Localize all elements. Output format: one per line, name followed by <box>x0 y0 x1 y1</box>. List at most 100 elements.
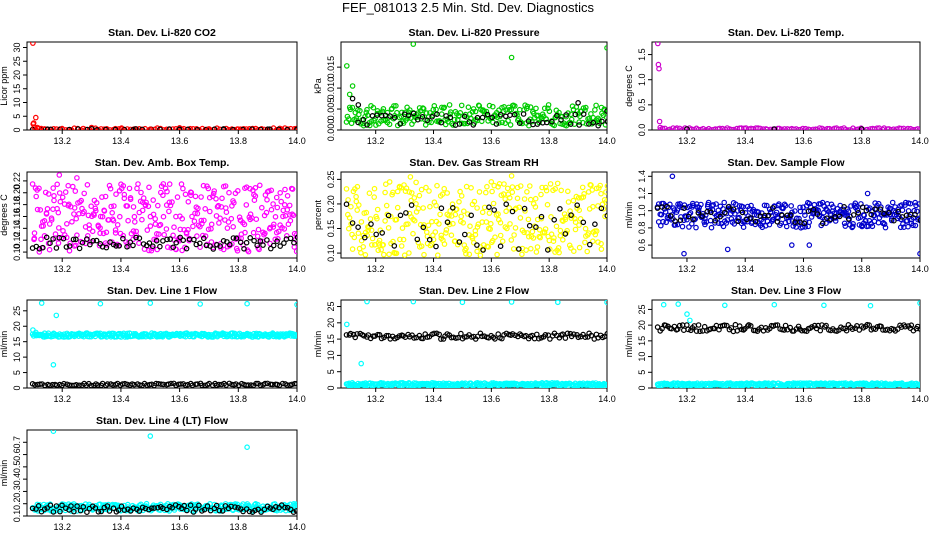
data-point <box>235 126 242 130</box>
band-point-secondary <box>805 208 812 215</box>
band-point-secondary <box>403 210 409 216</box>
band-point-secondary <box>57 126 63 130</box>
band-point-secondary <box>543 119 550 126</box>
band-point-secondary <box>391 243 398 249</box>
band-point-secondary <box>279 380 286 387</box>
band-point-secondary <box>387 113 393 119</box>
data-point <box>358 360 365 367</box>
band-point-secondary <box>166 126 173 130</box>
band-point <box>134 185 140 192</box>
band-point <box>215 202 222 209</box>
band-point <box>658 211 665 218</box>
band-point-secondary <box>233 381 239 387</box>
band-point-secondary <box>216 507 223 514</box>
band-point <box>374 206 381 213</box>
band-point-secondary <box>252 507 258 514</box>
band-point <box>881 221 888 227</box>
data-point <box>88 126 95 130</box>
panel-title: Stan. Dev. Li-820 Pressure <box>408 27 539 39</box>
band-point-secondary <box>604 212 607 219</box>
data-point <box>197 301 204 307</box>
band-point-secondary <box>917 326 920 332</box>
band-point <box>353 198 360 205</box>
band-point <box>185 199 192 205</box>
band-point <box>351 234 358 241</box>
band-point <box>246 126 253 130</box>
band-point <box>160 181 167 187</box>
band-point-secondary <box>438 119 445 126</box>
band-point <box>576 207 583 214</box>
band-point-secondary <box>37 381 43 388</box>
y-axis-label: degrees C <box>0 194 9 236</box>
band-point-secondary <box>207 243 213 249</box>
band-point <box>252 193 259 199</box>
band-point <box>533 105 539 112</box>
band-point-secondary <box>247 235 254 241</box>
band-point-secondary <box>164 236 170 243</box>
band-point-secondary <box>588 332 595 339</box>
band-point-secondary <box>516 120 523 127</box>
band-point-secondary <box>512 332 518 339</box>
band-point-secondary <box>146 506 152 513</box>
y-axis-label: ml/min <box>313 331 323 358</box>
band-point-secondary <box>503 201 510 208</box>
band-point <box>806 219 813 226</box>
band-point <box>51 193 57 199</box>
band-point <box>558 187 565 194</box>
band-point <box>428 241 435 248</box>
x-tick-label: 13.4 <box>112 136 130 146</box>
data-points <box>343 173 607 258</box>
band-point-secondary <box>53 245 60 251</box>
band-point-secondary <box>872 206 878 212</box>
band-point-secondary <box>136 235 143 242</box>
y-tick-label: 0.12 <box>12 231 22 249</box>
band-point-secondary <box>98 508 105 515</box>
band-point <box>411 217 418 224</box>
plot-frame <box>340 299 608 389</box>
band-point-secondary <box>563 112 569 118</box>
band-point-secondary <box>131 381 138 388</box>
band-point <box>517 183 524 189</box>
band-point-secondary <box>211 126 218 130</box>
band-point <box>875 219 882 226</box>
band-point <box>97 225 103 231</box>
y-tick-label: 20 <box>637 320 647 330</box>
band-point <box>849 223 856 230</box>
band-point <box>213 196 219 202</box>
band-point <box>73 242 79 249</box>
band-point-secondary <box>447 114 454 121</box>
band-point-secondary <box>90 238 97 244</box>
data-point <box>355 102 362 108</box>
panel-title: Stan. Dev. Line 2 Flow <box>419 285 530 297</box>
band-point <box>382 189 388 196</box>
band-point <box>411 195 418 201</box>
band-point-secondary <box>474 114 481 121</box>
band-point <box>421 251 427 258</box>
band-point <box>874 125 880 130</box>
band-point <box>293 248 297 255</box>
band-point <box>410 230 416 237</box>
band-point <box>552 186 559 192</box>
band-point <box>92 205 99 212</box>
band-point <box>348 120 355 127</box>
data-points <box>343 300 607 388</box>
band-point <box>373 122 379 128</box>
band-point-secondary <box>177 234 184 241</box>
band-point-secondary <box>180 237 187 244</box>
band-point <box>581 191 587 197</box>
band-point-secondary <box>817 327 824 334</box>
band-point <box>270 201 276 207</box>
data-point <box>669 173 676 180</box>
y-axis-label: Licor ppm <box>0 66 9 106</box>
band-point <box>101 126 107 130</box>
band-point <box>46 246 53 253</box>
x-tick-label: 13.4 <box>425 136 443 146</box>
band-point <box>62 189 69 195</box>
band-point <box>748 202 754 209</box>
band-point <box>220 246 227 253</box>
x-tick-label: 13.6 <box>171 394 189 404</box>
band-point <box>766 221 773 228</box>
data-point <box>867 302 874 309</box>
band-point-secondary <box>466 119 473 125</box>
